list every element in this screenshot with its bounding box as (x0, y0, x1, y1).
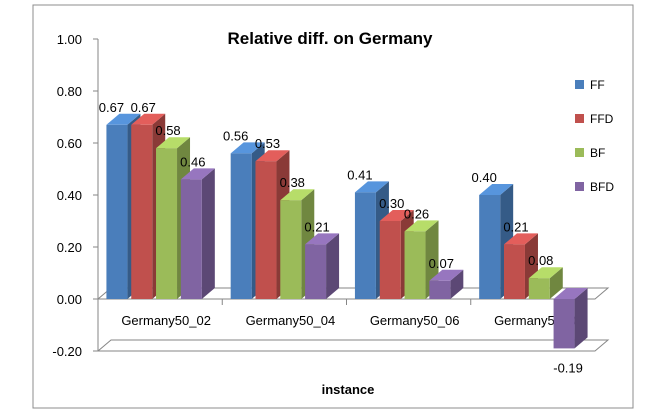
legend-label-bf: BF (590, 146, 605, 160)
chart-title: Relative diff. on Germany (228, 29, 434, 48)
bar-front (553, 299, 575, 349)
bar-top (503, 233, 538, 245)
bar-side (574, 288, 588, 349)
bar-side (201, 168, 215, 299)
bar-front (280, 200, 302, 299)
bar-top (379, 210, 414, 221)
y-tick-label: 0.00 (57, 292, 82, 307)
bar-bfd-1 (180, 168, 215, 299)
floor-min-plane (96, 339, 610, 352)
legend-label-ff: FF (590, 78, 605, 92)
bar-bfd-2 (305, 233, 340, 299)
value-label-bfd-3: 0.07 (429, 256, 454, 271)
value-label-bf-2: 0.38 (280, 175, 305, 190)
bar-top (280, 189, 315, 201)
legend-swatch-ff (575, 80, 584, 89)
value-label-ff-4: 0.40 (472, 170, 497, 185)
bar-front (230, 153, 252, 299)
bar-front (255, 161, 277, 299)
value-label-bfd-2: 0.21 (304, 219, 329, 234)
bar-top (106, 113, 141, 125)
legend-swatch-bf (575, 148, 584, 157)
y-tick-label: 0.80 (57, 84, 82, 99)
y-tick-label: -0.20 (52, 344, 82, 359)
bar-front (379, 221, 401, 299)
bar-front (528, 278, 550, 299)
bar-front (131, 124, 153, 299)
bar-front (479, 195, 501, 299)
legend-label-bfd: BFD (590, 180, 614, 194)
y-tick-label: 0.40 (57, 188, 82, 203)
bar-front (354, 192, 376, 299)
bars (106, 113, 588, 349)
bar-top (354, 181, 389, 193)
bar-top (131, 113, 166, 125)
y-tick-label: 0.20 (57, 240, 82, 255)
category-label: Germany50_04 (246, 313, 336, 328)
bar-front (429, 280, 451, 299)
value-label-ff-1: 0.67 (99, 100, 124, 115)
bar-top (230, 142, 265, 154)
bar-front (106, 124, 128, 299)
bar-front (404, 231, 426, 299)
bar-top (404, 220, 439, 232)
axes: 1.00 0.80 0.60 0.40 0.20 0.00 -0.20 Germany50_0… (52, 32, 610, 359)
bar-top (553, 288, 588, 299)
value-label-ffd-3: 0.30 (379, 196, 404, 211)
value-label-ff-3: 0.41 (347, 167, 372, 182)
bar-top (528, 267, 563, 279)
bar-top (479, 184, 514, 195)
legend-swatch-ffd (575, 114, 584, 123)
bar-side (549, 267, 563, 299)
value-label-ff-2: 0.56 (223, 128, 248, 143)
y-tick-label: 1.00 (57, 32, 82, 47)
bar-top (255, 150, 290, 162)
bar-front (503, 244, 525, 299)
bar-top (429, 269, 464, 281)
bar-front (180, 179, 202, 299)
value-label-ffd-2: 0.53 (255, 136, 280, 151)
legend: FF FFD BF BFD (575, 78, 614, 194)
bar-top (305, 233, 340, 245)
value-label-bf-1: 0.58 (155, 123, 180, 138)
bar-side (450, 269, 464, 299)
x-axis-title: instance (322, 382, 375, 397)
bar-top (156, 137, 191, 149)
data-labels: 0.67 0.56 0.41 0.40 0.67 0.53 0.30 0.21 0.58 0.38… (99, 100, 583, 376)
bar-ffd-4 (503, 233, 538, 299)
bar-bf-4 (528, 267, 563, 299)
value-label-bfd-4: -0.19 (553, 360, 583, 375)
legend-label-ffd: FFD (590, 112, 614, 126)
value-label-ffd-4: 0.21 (503, 219, 528, 234)
category-label: Germany50_02 (121, 313, 211, 328)
value-label-bf-4: 0.08 (528, 253, 553, 268)
value-label-ffd-1: 0.67 (131, 100, 156, 115)
value-label-bfd-1: 0.46 (180, 154, 205, 169)
bar-front (156, 148, 178, 299)
bar-bfd-3 (429, 269, 464, 299)
y-tick-label: 0.60 (57, 136, 82, 151)
category-label: Germany50_06 (370, 313, 460, 328)
bar-side (326, 233, 340, 299)
bar-ff-4 (479, 184, 514, 299)
bar-front (305, 244, 327, 299)
value-label-bf-3: 0.26 (404, 206, 429, 221)
bar-bfd-4 (553, 288, 588, 349)
bar-top (180, 168, 215, 180)
legend-swatch-bfd (575, 182, 584, 191)
